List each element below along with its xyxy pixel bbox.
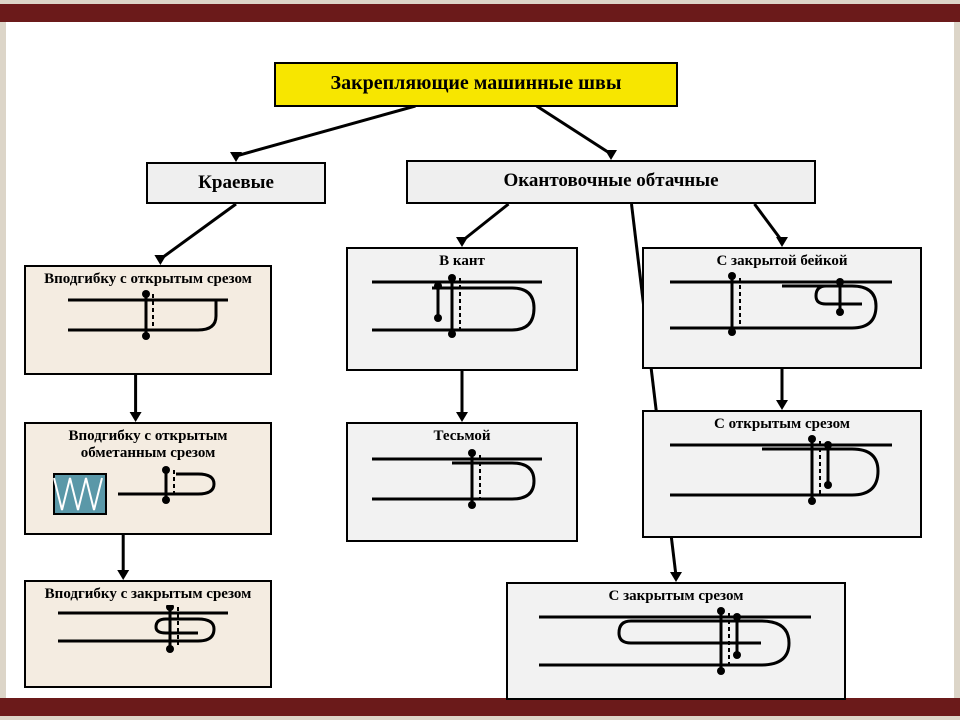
leaf-closed-hem: Вподгибку с закрытым срезом xyxy=(24,580,272,688)
seam-overlocked-hem-icon xyxy=(32,464,264,529)
leaf-open-hem: Вподгибку с открытым срезом xyxy=(24,265,272,375)
seam-open-cut-icon xyxy=(650,435,914,522)
seam-closed-hem-icon xyxy=(32,605,264,672)
leaf-closed-bias: С закрытой бейкой xyxy=(642,247,922,369)
leaf-overlocked-hem-label: Вподгибку с открытым обметанным срезом xyxy=(32,428,264,462)
leaf-open-cut-label: С открытым срезом xyxy=(650,416,914,433)
leaf-piping-label: В кант xyxy=(354,253,570,270)
seam-closed-bias-icon xyxy=(650,272,914,355)
leaf-tape-binding: Тесьмой xyxy=(346,422,578,542)
root-node: Закрепляющие машинные швы xyxy=(274,62,678,107)
leaf-closed-cut-label: С закрытым срезом xyxy=(514,588,838,605)
leaf-closed-cut: С закрытым срезом xyxy=(506,582,846,700)
leaf-open-cut: С открытым срезом xyxy=(642,410,922,538)
frame-bottom-bar xyxy=(0,698,960,720)
seam-piping-icon xyxy=(354,272,570,357)
category-binding-label: Окантовочные обтачные xyxy=(503,170,718,191)
frame-top-bar xyxy=(0,0,960,22)
root-label: Закрепляющие машинные швы xyxy=(298,72,654,95)
category-binding-seams: Окантовочные обтачные xyxy=(406,160,816,204)
category-edge-seams: Краевые xyxy=(146,162,326,204)
seam-open-hem-icon xyxy=(32,290,264,355)
leaf-overlocked-hem: Вподгибку с открытым обметанным срезом xyxy=(24,422,272,535)
diagram-canvas: Закрепляющие машинные швы Краевые Оканто… xyxy=(0,22,960,698)
leaf-closed-hem-label: Вподгибку с закрытым срезом xyxy=(32,586,264,603)
leaf-closed-bias-label: С закрытой бейкой xyxy=(650,253,914,270)
leaf-tape-binding-label: Тесьмой xyxy=(354,428,570,445)
seam-tape-icon xyxy=(354,447,570,526)
seam-closed-cut-icon xyxy=(514,607,838,692)
category-edge-label: Краевые xyxy=(198,172,274,193)
leaf-piping: В кант xyxy=(346,247,578,371)
leaf-open-hem-label: Вподгибку с открытым срезом xyxy=(32,271,264,288)
